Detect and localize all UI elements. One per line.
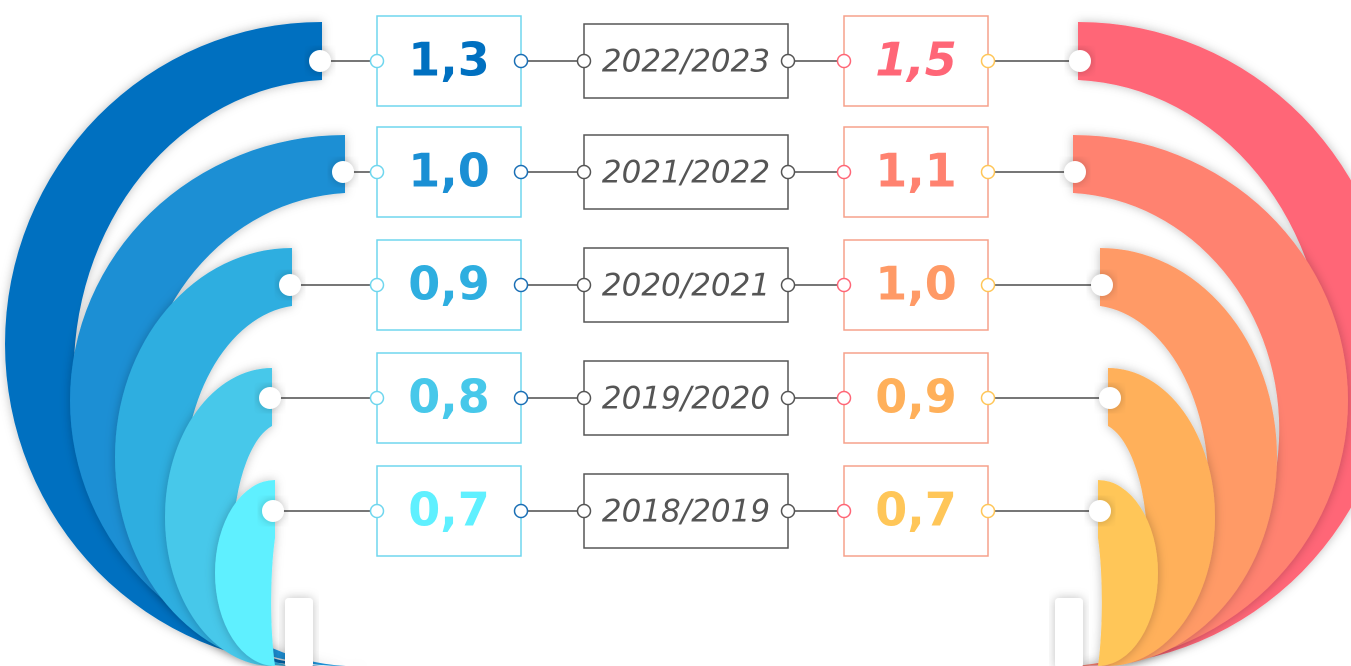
left-value: 0,9 [408, 257, 490, 311]
left-value: 1,3 [408, 33, 490, 87]
dot [369, 277, 385, 293]
dot [369, 53, 385, 69]
dot [576, 390, 592, 406]
dot [836, 390, 852, 406]
value-box [376, 352, 522, 444]
arc-left [215, 480, 297, 666]
dot [576, 164, 592, 180]
left-value: 0,7 [408, 483, 490, 537]
dot [576, 503, 592, 519]
period: 2018/2019 [602, 494, 770, 530]
knob [262, 500, 284, 522]
knob [1064, 161, 1086, 183]
knob [259, 387, 281, 409]
right-value: 1,5 [875, 33, 957, 87]
dot [780, 277, 796, 293]
dot [836, 164, 852, 180]
arc-left [5, 22, 344, 666]
dot [369, 164, 385, 180]
dot [513, 53, 529, 69]
dot [780, 390, 796, 406]
dot [836, 503, 852, 519]
dot [369, 503, 385, 519]
period-box [583, 23, 789, 99]
period: 2020/2021 [602, 268, 770, 304]
dot [513, 390, 529, 406]
arc-right [1078, 248, 1277, 666]
left-value: 0,8 [408, 370, 490, 424]
dot [513, 277, 529, 293]
value-box [376, 465, 522, 557]
foot [1055, 598, 1083, 666]
dot [780, 164, 796, 180]
period-box [583, 247, 789, 323]
knob [1099, 387, 1121, 409]
knob [279, 274, 301, 296]
arc-right [1051, 135, 1348, 666]
dot [576, 277, 592, 293]
dot [369, 390, 385, 406]
value-box [376, 126, 522, 218]
value-box [376, 239, 522, 331]
period: 2022/2023 [602, 44, 770, 80]
dot [980, 164, 996, 180]
dot [576, 53, 592, 69]
dot [780, 503, 796, 519]
right-value: 0,7 [875, 483, 957, 537]
dot [836, 53, 852, 69]
dot [980, 53, 996, 69]
dot [513, 503, 529, 519]
knob [1091, 274, 1113, 296]
knob [1069, 50, 1091, 72]
dot [980, 277, 996, 293]
period: 2019/2020 [602, 381, 770, 417]
arc-right [1056, 22, 1351, 666]
left-value: 1,0 [408, 144, 490, 198]
dot [980, 503, 996, 519]
arc-right [1086, 368, 1215, 666]
value-box [843, 15, 989, 107]
period: 2021/2022 [602, 155, 770, 191]
right-value: 0,9 [875, 370, 957, 424]
dot [780, 53, 796, 69]
knob [1089, 500, 1111, 522]
knob [309, 50, 331, 72]
dot [980, 390, 996, 406]
right-value: 1,1 [875, 144, 957, 198]
knob [332, 161, 354, 183]
arc-right [1076, 480, 1158, 666]
value-box [376, 15, 522, 107]
dot [513, 164, 529, 180]
dot [836, 277, 852, 293]
arc-left [115, 248, 314, 666]
value-box [843, 239, 989, 331]
right-value: 1,0 [875, 257, 957, 311]
foot [285, 598, 313, 666]
